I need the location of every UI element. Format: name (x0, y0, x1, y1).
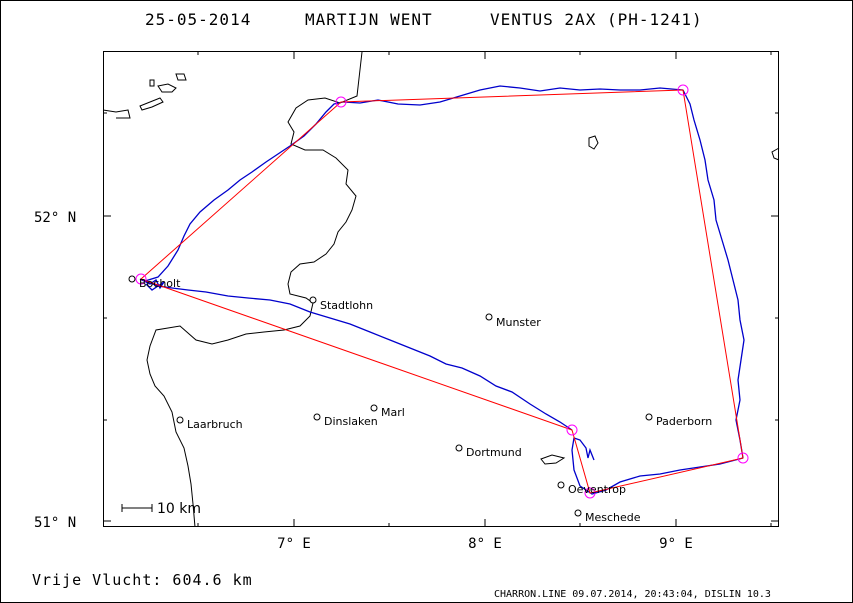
turnpoint-1 (335, 96, 347, 108)
task-polyline (140, 89, 744, 494)
plot-frame (103, 51, 779, 527)
turnpoint-start (135, 273, 147, 285)
city-label-munster: Munster (496, 316, 541, 329)
turnpoint-4 (584, 487, 596, 499)
x-axis-label-7e: 7° E (277, 536, 311, 552)
flight-track (139, 85, 745, 495)
track-leg-north (342, 85, 684, 106)
city-markers (128, 275, 653, 517)
track-leg-east (682, 89, 745, 459)
city-label-bocholt: Bocholt (139, 277, 181, 290)
city-label-stadtlohn: Stadtlohn (320, 299, 373, 312)
coast-east (771, 147, 780, 161)
turnpoint-2 (677, 84, 689, 96)
city-marker-munster (485, 313, 493, 321)
pilot-name: MARTIJN WENT (305, 10, 433, 29)
y-axis-label-51n: 51° N (34, 515, 76, 531)
turnpoints (135, 84, 749, 499)
turnpoint-5 (566, 424, 578, 436)
lake-2 (540, 454, 566, 465)
flight-result: Vrije Vlucht: 604.6 km (32, 571, 253, 589)
city-marker-marl (370, 404, 378, 412)
city-marker-oeventrop (557, 481, 565, 489)
city-label-dinslaken: Dinslaken (324, 415, 378, 428)
island-1 (139, 97, 164, 111)
city-label-meschede: Meschede (585, 511, 641, 524)
city-marker-paderborn (645, 413, 653, 421)
city-marker-stadtlohn (309, 296, 317, 304)
city-marker-dortmund (455, 444, 463, 452)
city-label-oeventrop: Oeventrop (568, 483, 626, 496)
y-axis-label-52n: 52° N (34, 210, 76, 226)
city-marker-meschede (574, 509, 582, 517)
map-borders (102, 51, 780, 528)
island-2 (157, 83, 177, 93)
task-line (140, 89, 744, 494)
glider-name: VENTUS 2AX (PH-1241) (490, 10, 703, 29)
city-marker-bocholt (128, 275, 136, 283)
city-label-laarbruch: Laarbruch (187, 418, 243, 431)
turnpoint-3 (737, 452, 749, 464)
scale-bar-label: 10 km (157, 501, 201, 517)
track-start-cluster (139, 278, 165, 291)
lake-1 (588, 135, 599, 150)
city-label-paderborn: Paderborn (656, 415, 712, 428)
axis-ticks (103, 51, 779, 527)
border-nl-de (146, 51, 363, 528)
city-labels: Stadtlohn Munster Marl Dinslaken Laarbru… (139, 277, 712, 524)
x-axis-label-9e: 9° E (659, 536, 693, 552)
software-info: CHARRON.LINE 09.07.2014, 20:43:04, DISLI… (494, 589, 771, 600)
island-4 (175, 73, 187, 81)
city-marker-laarbruch (176, 416, 184, 424)
scale-bar (121, 504, 153, 512)
track-leg-west (144, 280, 573, 431)
flight-date: 25-05-2014 (145, 10, 251, 29)
city-label-marl: Marl (381, 406, 405, 419)
city-label-dortmund: Dortmund (466, 446, 522, 459)
x-axis-label-8e: 8° E (468, 536, 502, 552)
city-marker-dinslaken (313, 413, 321, 421)
island-3 (149, 79, 155, 87)
border-coast-nw (102, 109, 131, 119)
track-leg-nw (144, 101, 344, 282)
